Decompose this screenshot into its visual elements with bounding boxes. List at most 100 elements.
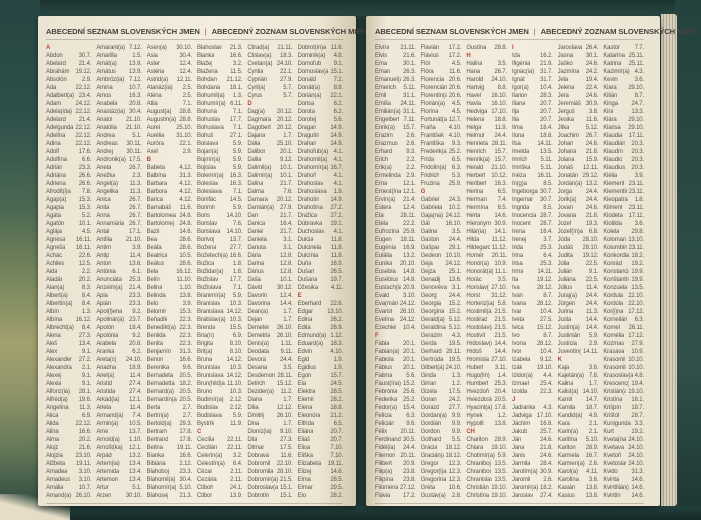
name-entry: Dagmara 20.12. [247, 116, 292, 124]
name-entry: Erazim 2.6. [375, 132, 416, 140]
name-label: Artemida [96, 469, 120, 475]
nameday-date: 19.5. [448, 341, 462, 347]
name-entry: Albína 16.12. [46, 316, 91, 324]
name-label: Erna [375, 181, 388, 187]
name-label: Alexander [46, 357, 72, 363]
diary-page-left[interactable]: ABECEDNÍ SEZNAM SLOVENSKÝCH JMEN | ABECE… [38, 16, 367, 506]
name-entry: Eusébia 14.8. [375, 268, 416, 276]
name-entry: Frederik(a) 25.2. [421, 148, 462, 156]
name-label: Genadij [420, 277, 441, 283]
nameday-date: 19.6. [78, 397, 92, 403]
name-entry: Bohuš 27.1. [197, 132, 242, 140]
name-label: Ivana [512, 301, 526, 307]
name-entry: Kastor 7.7. [603, 44, 644, 52]
name-label: Jaroslava [557, 45, 582, 51]
nameday-date: 28.12. [536, 285, 553, 291]
name-entry: Jaško 24.6. [558, 60, 599, 68]
nameday-date: 19.4. [585, 77, 599, 83]
name-label: Jorik(a) [557, 197, 577, 203]
name-entry: Daniela 3.1. [247, 236, 292, 244]
nameday-date: 27.4. [129, 389, 142, 395]
name-label: Drahoslava [297, 189, 327, 195]
name-label: Dag(a) [247, 109, 265, 115]
nameday-date: 16.12. [75, 317, 92, 323]
nameday-date: 5.9. [232, 165, 243, 171]
name-entry: Jakub 25.7. [512, 428, 553, 436]
nameday-date: 6.9. [232, 333, 243, 339]
nameday-date: 16.6. [78, 429, 92, 435]
name-label: Koloman [603, 237, 626, 243]
name-entry: Eugen 18.11. [375, 236, 416, 244]
nameday-date: 6.2. [132, 349, 142, 355]
nameday-date: 21.5. [494, 309, 507, 315]
name-entry: Klaudio 20.3. [603, 156, 644, 164]
name-entry: Kurt 19.2. [603, 428, 644, 436]
name-label: Jela [557, 77, 569, 83]
name-label: Betina [146, 445, 163, 451]
name-label: Fatima [375, 373, 393, 379]
nameday-date: 14.4. [494, 341, 507, 347]
name-label: Elvíra [375, 45, 390, 51]
name-label: Ilarion [512, 93, 528, 99]
nameday-date: 16.10. [491, 101, 507, 107]
name-label: Andronik(a) [96, 157, 126, 163]
name-entry: Koloman 13.10. [603, 236, 644, 244]
name-label: Krištof [603, 413, 620, 419]
nameday-date: 26.6. [78, 181, 92, 187]
name-label: Juventín(a) [557, 349, 581, 355]
name-entry: Irida 25.3. [512, 244, 553, 252]
name-label: Bohuslava [196, 125, 224, 131]
name-entry: Ida 16.2. [512, 52, 553, 60]
nameday-date: 18.7. [631, 405, 644, 411]
name-label: Antília [96, 237, 112, 243]
name-label: Atila [146, 101, 158, 107]
name-label: Eusébia [375, 269, 396, 275]
name-entry: Gaston 24.4. [421, 236, 462, 244]
name-entry: Anton 13.6. [96, 260, 141, 268]
nameday-date: 1.8. [634, 197, 644, 203]
nameday-date: 23.8. [403, 469, 416, 475]
name-entry: Aurélia 31.10. [147, 132, 192, 140]
name-label: Jeremiáš [557, 101, 581, 107]
nameday-date: 14.10. [582, 389, 599, 395]
name-entry: Jadviga 17.10. [512, 412, 553, 420]
nameday-date: 21.8. [585, 213, 599, 219]
diary-page-right[interactable]: ABECEDNÍ SEZNAM SLOVENSKÝCH JMEN | ABECE… [366, 16, 696, 506]
name-entry: Ctiboh 24.1. [197, 484, 242, 492]
name-entry: Kornelián 6.3. [603, 316, 644, 324]
nameday-date: 15.7. [494, 149, 507, 155]
name-entry: Danuta 3.1. [247, 244, 292, 252]
nameday-date: 25.3. [494, 381, 507, 387]
name-label: Helmut [466, 133, 485, 139]
name-entry: Genovéva 3.1. [421, 284, 462, 292]
nameday-date: 10.10. [445, 253, 462, 259]
name-label: Irina [512, 253, 523, 259]
name-entry: Deodata 9.11. [247, 348, 292, 356]
name-label: Fábius [375, 365, 393, 371]
nameday-date: 13.7. [129, 429, 142, 435]
nameday-date: 26.2. [330, 317, 343, 323]
nameday-date: 18.2. [540, 485, 553, 491]
nameday-date: 7.6. [232, 221, 243, 227]
nameday-date: 16.9. [330, 261, 343, 267]
nameday-date: 7.7. [634, 45, 644, 51]
nameday-date: 14.9. [330, 133, 343, 139]
name-entry: Flávius 17.2. [421, 52, 462, 60]
name-label: Dulcínia [297, 253, 319, 259]
name-entry: Iveta 27.5. [512, 316, 553, 324]
nameday-date: 20.7. [540, 101, 553, 107]
name-entry: Arnošt(ka) 12.1. [96, 444, 141, 452]
name-label: Kinga [603, 101, 618, 107]
nameday-date: 31.7. [540, 69, 553, 75]
name-label: Julián [557, 269, 573, 275]
nameday-date: 3.8. [588, 109, 599, 115]
name-entry: Apia 23.3. [96, 292, 141, 300]
name-entry: Dobroslav(a) 15.1. [247, 484, 292, 492]
name-entry: Imelda 13.5. [512, 148, 553, 156]
name-label: Demetria [247, 333, 271, 339]
nameday-date: 27.3. [280, 437, 293, 443]
nameday-date: 5.12. [448, 317, 462, 323]
name-label: Detrich [247, 381, 266, 387]
name-label: Evelína [375, 317, 394, 323]
nameday-date: 14.11. [537, 269, 553, 275]
